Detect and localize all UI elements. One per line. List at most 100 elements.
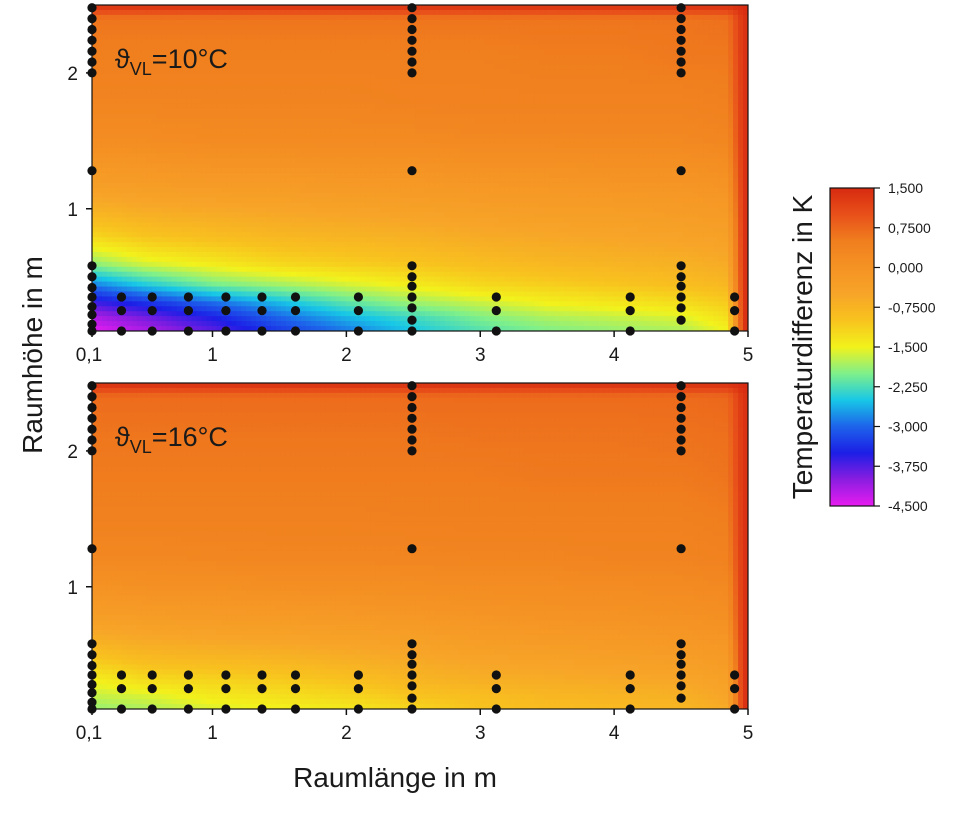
contour-cell bbox=[698, 108, 704, 115]
contour-cell bbox=[618, 49, 625, 55]
contour-cell bbox=[618, 138, 625, 144]
contour-cell bbox=[335, 93, 342, 100]
contour-cell bbox=[156, 143, 163, 149]
contour-cell bbox=[176, 168, 183, 174]
contour-cell bbox=[539, 74, 545, 80]
contour-cell bbox=[698, 69, 704, 75]
contour-cell bbox=[623, 29, 630, 36]
contour-cell bbox=[474, 103, 481, 110]
contour-cell bbox=[484, 69, 491, 75]
contour-cell bbox=[246, 108, 252, 115]
contour-cell bbox=[569, 163, 575, 169]
contour-cell bbox=[236, 5, 242, 11]
contour-cell bbox=[101, 34, 108, 41]
contour-cell bbox=[549, 79, 555, 85]
contour-cell bbox=[231, 84, 237, 90]
contour-cell bbox=[360, 148, 366, 154]
contour-cell bbox=[226, 84, 232, 90]
contour-cell bbox=[92, 187, 98, 194]
contour-cell bbox=[658, 93, 665, 100]
contour-cell bbox=[434, 133, 441, 139]
contour-cell bbox=[688, 5, 694, 11]
contour-cell bbox=[246, 123, 252, 130]
contour-cell bbox=[365, 153, 371, 159]
contour-cell bbox=[106, 172, 113, 179]
contour-cell bbox=[429, 29, 436, 36]
contour-cell bbox=[539, 93, 545, 100]
contour-cell bbox=[151, 168, 158, 174]
contour-cell bbox=[713, 108, 719, 115]
contour-cell bbox=[658, 24, 665, 31]
contour-cell bbox=[608, 123, 615, 130]
contour-cell bbox=[653, 54, 660, 60]
contour-cell bbox=[613, 93, 620, 100]
contour-cell bbox=[564, 19, 570, 26]
contour-cell bbox=[315, 138, 322, 144]
contour-cell bbox=[290, 5, 297, 11]
contour-cell bbox=[648, 93, 655, 100]
contour-cell bbox=[613, 113, 620, 120]
contour-cell bbox=[116, 187, 123, 194]
contour-cell bbox=[449, 84, 456, 90]
contour-cell bbox=[524, 133, 530, 139]
contour-cell bbox=[226, 128, 232, 135]
contour-cell bbox=[360, 118, 366, 125]
contour-cell bbox=[226, 79, 232, 85]
contour-cell bbox=[469, 88, 476, 95]
contour-cell bbox=[370, 177, 376, 184]
contour-cell bbox=[678, 108, 684, 115]
contour-cell bbox=[121, 168, 128, 174]
contour-cell bbox=[251, 187, 257, 194]
contour-cell bbox=[280, 34, 287, 41]
contour-cell bbox=[385, 163, 391, 169]
contour-cell bbox=[643, 138, 650, 144]
contour-cell bbox=[459, 118, 466, 125]
contour-cell bbox=[628, 158, 635, 164]
contour-cell bbox=[241, 14, 247, 21]
contour-cell bbox=[236, 74, 242, 80]
contour-cell bbox=[400, 187, 406, 194]
contour-cell bbox=[415, 14, 421, 21]
contour-cell bbox=[330, 128, 337, 135]
contour-cell bbox=[300, 158, 307, 164]
contour-cell bbox=[574, 14, 580, 21]
contour-cell bbox=[146, 158, 153, 164]
contour-cell bbox=[365, 19, 371, 26]
contour-cell bbox=[420, 59, 426, 65]
contour-cell bbox=[733, 138, 739, 144]
contour-cell bbox=[385, 138, 391, 144]
contour-cell bbox=[603, 163, 610, 169]
contour-cell bbox=[330, 168, 337, 174]
contour-cell bbox=[698, 98, 704, 105]
contour-cell bbox=[101, 93, 108, 100]
contour-cell bbox=[96, 29, 103, 36]
contour-cell bbox=[499, 49, 506, 55]
contour-cell bbox=[703, 19, 709, 26]
contour-cell bbox=[265, 148, 272, 154]
contour-cell bbox=[241, 88, 247, 95]
contour-cell bbox=[593, 93, 600, 100]
contour-cell bbox=[598, 138, 605, 144]
contour-cell bbox=[469, 182, 476, 189]
contour-cell bbox=[598, 14, 605, 21]
contour-cell bbox=[290, 177, 297, 184]
contour-cell bbox=[181, 84, 188, 90]
contour-cell bbox=[564, 79, 570, 85]
contour-cell bbox=[176, 29, 183, 36]
contour-cell bbox=[658, 39, 665, 46]
contour-cell bbox=[643, 88, 650, 95]
contour-cell bbox=[395, 98, 401, 105]
contour-cell bbox=[400, 64, 406, 70]
contour-cell bbox=[613, 9, 620, 16]
contour-cell bbox=[285, 187, 292, 194]
contour-cell bbox=[121, 34, 128, 41]
contour-cell bbox=[206, 182, 212, 189]
contour-cell bbox=[295, 148, 302, 154]
contour-cell bbox=[603, 88, 610, 95]
contour-cell bbox=[330, 69, 337, 75]
contour-cell bbox=[623, 64, 630, 70]
contour-cell bbox=[151, 84, 158, 90]
contour-cell bbox=[743, 158, 748, 164]
contour-cell bbox=[260, 5, 267, 11]
contour-cell bbox=[439, 69, 446, 75]
